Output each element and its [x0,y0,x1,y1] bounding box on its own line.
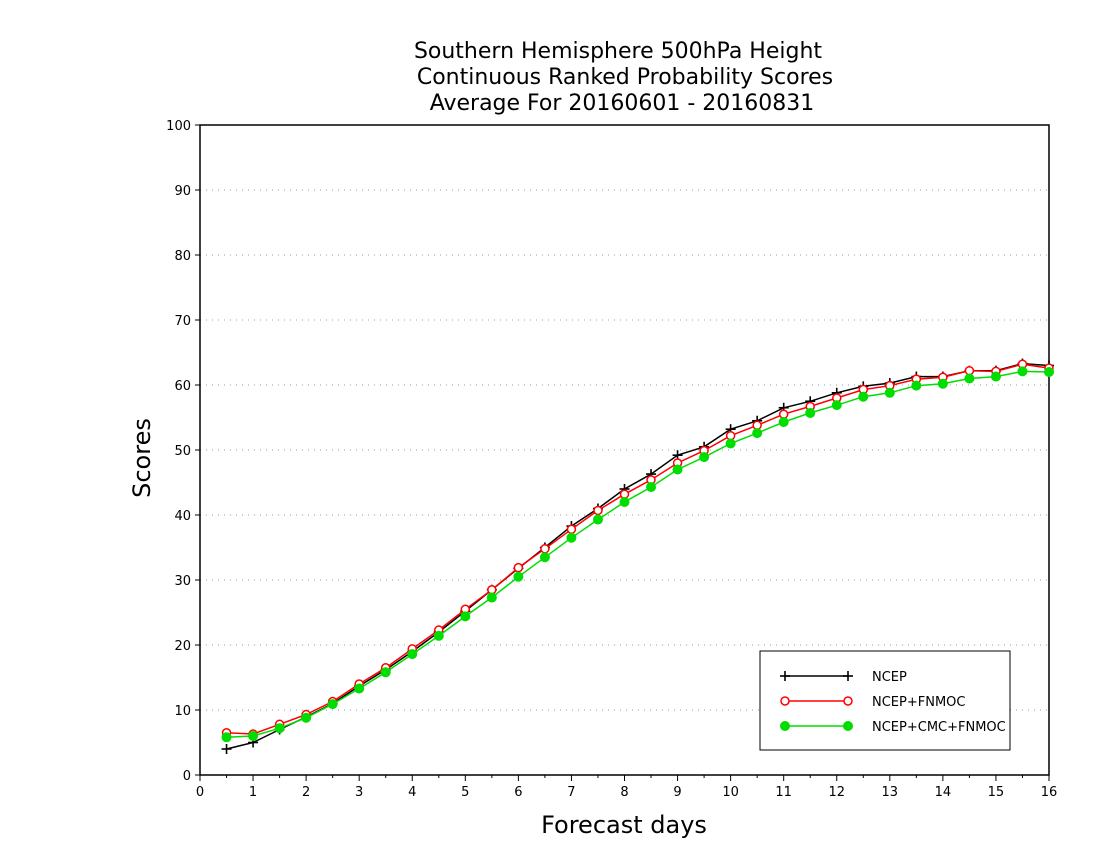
series-2-point-0 [221,732,232,743]
series-2-point-22 [805,407,816,418]
series-2-point-1 [248,731,259,741]
y-axis-title: Scores [128,418,156,498]
series-2-point-16 [646,482,657,493]
legend-marker-end-2 [843,721,853,731]
x-tick-label-10: 10 [722,785,739,800]
x-tick-label-2: 2 [302,785,310,800]
legend-entry-2: NCEP+CMC+FNMOC [780,720,1006,735]
series-2-point-2 [274,723,285,734]
legend-label-0: NCEP [872,670,907,685]
x-tick-label-0: 0 [196,785,204,800]
series-2-point-5 [354,683,365,694]
series-0-point-0 [221,744,232,754]
series-2-point-29 [990,371,1001,382]
legend-marker-end-1 [843,696,853,706]
series-2-point-11 [513,571,524,582]
series-2-point-30 [1017,366,1028,377]
series-2-point-20 [752,428,763,439]
y-tick-label-50: 50 [174,444,191,459]
y-tick-label-0: 0 [183,769,191,784]
y-tick-label-100: 100 [166,119,191,134]
series-2-point-12 [539,552,550,563]
legend-marker-start-0 [780,671,790,681]
series-2 [221,366,1054,743]
series-2-point-31 [1044,367,1054,377]
title-line-1: Southern Hemisphere 500hPa Height [414,39,822,64]
x-tick-label-7: 7 [567,785,575,800]
series-2-point-24 [858,391,869,402]
series-1-point-13 [566,524,577,535]
series-2-point-23 [831,400,842,411]
x-tick-label-15: 15 [988,785,1005,800]
series-2-point-19 [725,438,736,449]
series-2-point-6 [380,667,391,678]
y-tick-label-40: 40 [174,509,191,524]
x-tick-label-4: 4 [408,785,416,800]
series-2-point-17 [672,464,683,475]
series-2-point-10 [486,592,497,603]
series-2-point-28 [964,373,975,384]
y-tick-label-20: 20 [174,639,191,654]
x-tick-label-3: 3 [355,785,363,800]
series-1-point-14 [593,505,603,516]
x-tick-label-13: 13 [882,785,899,800]
series-2-point-18 [699,452,710,463]
series-2-point-14 [592,514,603,525]
y-tick-label-80: 80 [174,249,191,264]
legend: NCEP NCEP+FNMOC NCEP+CMC+FNMOC [759,650,1011,751]
series-2-point-7 [407,649,418,660]
x-tick-label-6: 6 [514,785,522,800]
title-line-3: Average For 20160601 - 20160831 [430,91,815,116]
x-tick-label-16: 16 [1041,785,1058,800]
x-tick-label-14: 14 [935,785,952,800]
series-1-point-12 [540,544,550,554]
series-2-point-25 [884,387,895,398]
x-tick-label-11: 11 [775,785,792,800]
series-1-point-11 [513,562,524,573]
series-2-point-4 [327,699,338,710]
legend-label-2: NCEP+CMC+FNMOC [872,720,1006,735]
legend-label-1: NCEP+FNMOC [872,695,965,710]
y-tick-label-60: 60 [174,379,191,394]
y-tick-label-90: 90 [174,184,191,199]
x-tick-label-5: 5 [461,785,469,800]
series-2-point-13 [566,532,577,543]
legend-entry-0: NCEP [780,670,907,685]
series-2-point-15 [619,497,630,507]
series-group [221,358,1054,754]
series-2-point-3 [301,712,312,723]
x-tick-label-9: 9 [673,785,681,800]
series-2-point-9 [460,611,471,622]
y-tick-label-10: 10 [174,704,191,719]
y-tick-label-30: 30 [174,574,191,589]
legend-entry-1: NCEP+FNMOC [780,695,965,710]
title-line-2: Continuous Ranked Probability Scores [417,65,833,90]
x-axis-title: Forecast days [541,811,707,839]
x-tick-label-8: 8 [620,785,628,800]
legend-marker-start-1 [780,696,790,706]
legend-marker-start-2 [780,721,790,731]
y-tick-label-70: 70 [174,314,191,329]
x-tick-label-1: 1 [249,785,257,800]
legend-marker-end-0 [843,671,853,681]
grid [200,189,1049,711]
chart-title: Southern Hemisphere 500hPa Height Contin… [414,39,833,116]
series-2-point-8 [433,630,444,641]
series-2-point-21 [778,417,789,428]
series-2-point-27 [937,378,948,389]
x-tick-label-12: 12 [828,785,845,800]
series-2-point-26 [911,380,922,391]
series-1-point-20 [752,420,762,431]
